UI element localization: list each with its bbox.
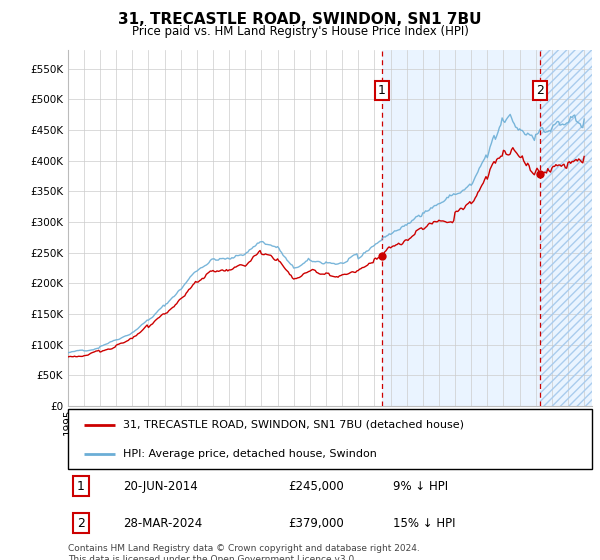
Bar	[382, 50, 592, 406]
Text: 2: 2	[536, 84, 544, 97]
Text: 2: 2	[77, 516, 85, 530]
Text: 31, TRECASTLE ROAD, SWINDON, SN1 7BU: 31, TRECASTLE ROAD, SWINDON, SN1 7BU	[118, 12, 482, 27]
Text: 15% ↓ HPI: 15% ↓ HPI	[393, 516, 455, 530]
FancyBboxPatch shape	[68, 409, 592, 469]
Text: 1: 1	[77, 479, 85, 493]
Bar	[539, 50, 592, 406]
Text: 9% ↓ HPI: 9% ↓ HPI	[393, 479, 448, 493]
Text: 20-JUN-2014: 20-JUN-2014	[123, 479, 197, 493]
Text: 31, TRECASTLE ROAD, SWINDON, SN1 7BU (detached house): 31, TRECASTLE ROAD, SWINDON, SN1 7BU (de…	[123, 420, 464, 430]
Text: Price paid vs. HM Land Registry's House Price Index (HPI): Price paid vs. HM Land Registry's House …	[131, 25, 469, 38]
Text: 1: 1	[378, 84, 386, 97]
Text: 28-MAR-2024: 28-MAR-2024	[123, 516, 202, 530]
Text: HPI: Average price, detached house, Swindon: HPI: Average price, detached house, Swin…	[123, 449, 377, 459]
Text: £245,000: £245,000	[288, 479, 344, 493]
Text: £379,000: £379,000	[288, 516, 344, 530]
Text: Contains HM Land Registry data © Crown copyright and database right 2024.
This d: Contains HM Land Registry data © Crown c…	[68, 544, 419, 560]
